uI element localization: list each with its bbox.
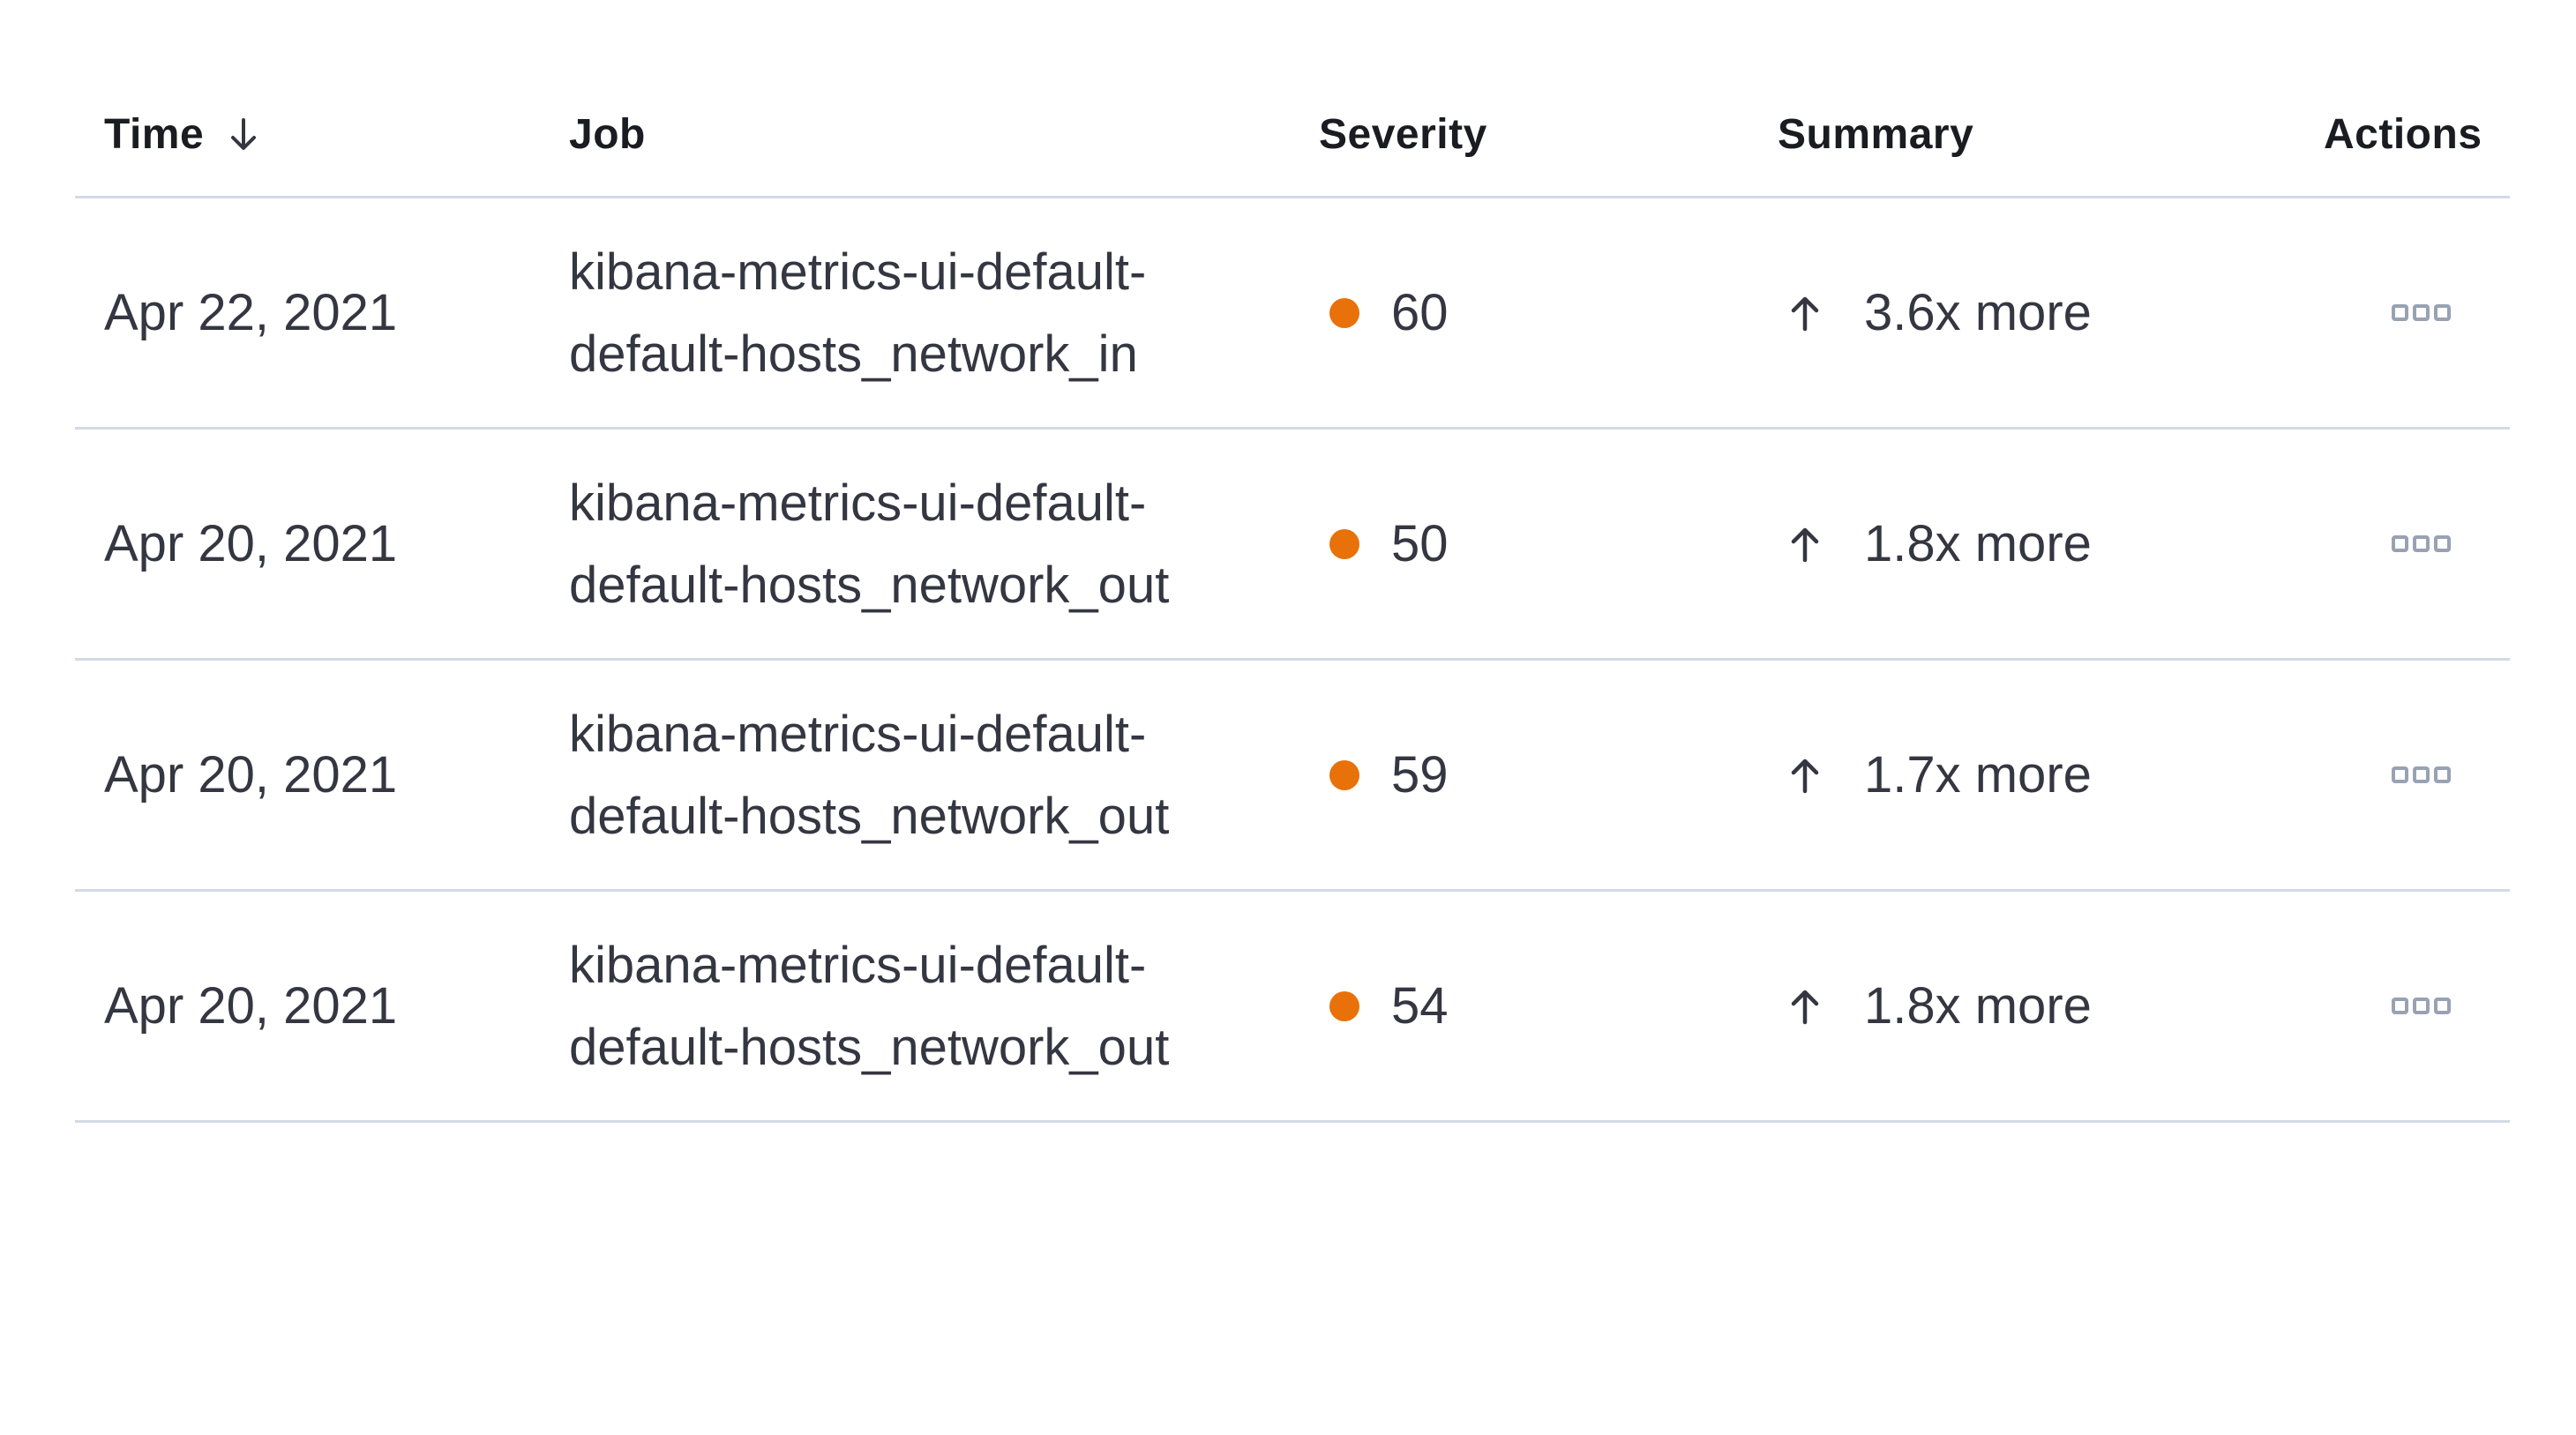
row-actions-button[interactable] <box>2383 989 2460 1023</box>
column-header-time[interactable]: Time <box>75 110 540 159</box>
time-cell: Apr 20, 2021 <box>104 515 398 572</box>
job-id: kibana-metrics-ui-default-default-hosts_… <box>569 243 1147 383</box>
arrow-up-icon <box>1785 524 1825 564</box>
table-row: Apr 20, 2021 kibana-metrics-ui-default-d… <box>75 892 2510 1123</box>
summary-cell: 3.6x more <box>1749 283 2324 342</box>
table-row: Apr 20, 2021 kibana-metrics-ui-default-d… <box>75 430 2510 661</box>
severity-cell: 50 <box>1290 514 1749 573</box>
severity-dot-icon <box>1329 990 1359 1021</box>
arrow-up-icon <box>1785 293 1825 333</box>
actions-cell <box>2324 758 2510 792</box>
table-header-row: Time Job Severity Summary Actions <box>75 72 2510 198</box>
column-header-severity: Severity <box>1290 110 1749 159</box>
row-actions-button[interactable] <box>2383 295 2460 330</box>
job-cell: kibana-metrics-ui-default-default-hosts_… <box>540 462 1290 626</box>
row-actions-button[interactable] <box>2383 758 2460 792</box>
job-id: kibana-metrics-ui-default-default-hosts_… <box>569 705 1170 845</box>
summary-text: 1.8x more <box>1864 515 2092 572</box>
severity-dot-icon <box>1329 759 1359 790</box>
summary-cell: 1.8x more <box>1749 514 2324 573</box>
job-id: kibana-metrics-ui-default-default-hosts_… <box>569 936 1170 1076</box>
summary-text: 3.6x more <box>1864 284 2092 341</box>
column-header-summary: Summary <box>1749 110 2324 159</box>
actions-cell <box>2324 527 2510 561</box>
job-cell: kibana-metrics-ui-default-default-hosts_… <box>540 924 1290 1088</box>
column-header-actions: Actions <box>2324 110 2512 159</box>
table-row: Apr 22, 2021 kibana-metrics-ui-default-d… <box>75 198 2510 430</box>
job-id: kibana-metrics-ui-default-default-hosts_… <box>569 474 1170 614</box>
anomalies-table: Time Job Severity Summary Actions Apr 22… <box>75 72 2510 1123</box>
column-header-job: Job <box>540 110 1290 159</box>
summary-text: 1.7x more <box>1864 746 2092 803</box>
column-header-time-label: Time <box>104 110 205 158</box>
summary-cell: 1.8x more <box>1749 976 2324 1035</box>
arrow-up-icon <box>1785 755 1825 796</box>
column-header-summary-label: Summary <box>1778 110 1974 158</box>
actions-cell <box>2324 989 2510 1023</box>
column-header-actions-label: Actions <box>2324 110 2482 158</box>
actions-cell <box>2324 295 2510 330</box>
boxes-horizontal-icon <box>2392 998 2408 1014</box>
time-cell: Apr 22, 2021 <box>104 284 398 341</box>
severity-cell: 59 <box>1290 745 1749 804</box>
arrow-up-icon <box>1785 986 1825 1027</box>
column-header-job-label: Job <box>569 110 646 158</box>
sort-descending-icon <box>223 114 264 154</box>
summary-text: 1.8x more <box>1864 977 2092 1035</box>
summary-cell: 1.7x more <box>1749 745 2324 804</box>
severity-dot-icon <box>1329 528 1359 559</box>
row-actions-button[interactable] <box>2383 527 2460 561</box>
boxes-horizontal-icon <box>2392 304 2408 321</box>
severity-score: 60 <box>1391 284 1449 341</box>
severity-cell: 60 <box>1290 283 1749 342</box>
severity-score: 54 <box>1391 977 1449 1035</box>
job-cell: kibana-metrics-ui-default-default-hosts_… <box>540 231 1290 395</box>
severity-cell: 54 <box>1290 976 1749 1035</box>
severity-score: 59 <box>1391 746 1449 803</box>
severity-score: 50 <box>1391 515 1449 572</box>
job-cell: kibana-metrics-ui-default-default-hosts_… <box>540 693 1290 857</box>
time-cell: Apr 20, 2021 <box>104 977 398 1035</box>
table-row: Apr 20, 2021 kibana-metrics-ui-default-d… <box>75 661 2510 892</box>
severity-dot-icon <box>1329 297 1359 328</box>
column-header-severity-label: Severity <box>1319 110 1487 158</box>
time-cell: Apr 20, 2021 <box>104 746 398 803</box>
boxes-horizontal-icon <box>2392 535 2408 552</box>
boxes-horizontal-icon <box>2392 766 2408 783</box>
